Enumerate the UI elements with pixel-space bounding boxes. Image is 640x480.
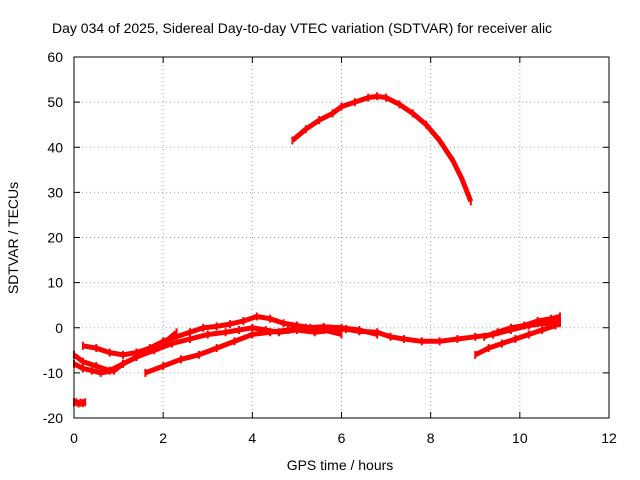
series-arc-low-5 bbox=[474, 319, 562, 359]
x-tick-label: 10 bbox=[512, 430, 528, 446]
series-arc-low-3 bbox=[81, 312, 343, 359]
y-tick-label: -10 bbox=[43, 365, 63, 381]
x-tick-label: 6 bbox=[338, 430, 346, 446]
series-line bbox=[82, 314, 343, 358]
y-tick-label: 50 bbox=[47, 94, 63, 110]
y-tick-label: 30 bbox=[47, 184, 63, 200]
plot-area bbox=[72, 92, 562, 408]
series-arc-low-4 bbox=[144, 322, 379, 377]
x-tick-label: 12 bbox=[601, 430, 617, 446]
chart-title: Day 034 of 2025, Sidereal Day-to-day VTE… bbox=[52, 20, 552, 36]
y-tick-label: 60 bbox=[47, 49, 63, 65]
grid bbox=[74, 57, 609, 418]
x-tick-labels: 0 2 4 6 8 10 12 bbox=[70, 430, 617, 446]
plot-frame bbox=[73, 56, 610, 419]
series-arc-high bbox=[290, 92, 474, 206]
series-line bbox=[290, 93, 474, 203]
y-tick-label: 0 bbox=[55, 320, 63, 336]
x-tick-label: 8 bbox=[427, 430, 435, 446]
x-tick-label: 2 bbox=[159, 430, 167, 446]
y-axis-label: SDTVAR / TECUs bbox=[5, 182, 21, 294]
x-axis-label: GPS time / hours bbox=[287, 457, 394, 473]
series-line bbox=[474, 320, 562, 358]
y-tick-label: 10 bbox=[47, 275, 63, 291]
x-tick-label: 0 bbox=[70, 430, 78, 446]
series-line bbox=[144, 324, 378, 376]
y-tick-label: -20 bbox=[43, 410, 63, 426]
y-tick-label: 20 bbox=[47, 230, 63, 246]
series-arc-low-6 bbox=[483, 312, 561, 341]
x-tick-label: 4 bbox=[248, 430, 256, 446]
y-tick-labels: -20 -10 0 10 20 30 40 50 60 bbox=[43, 49, 63, 426]
y-tick-label: 40 bbox=[47, 139, 63, 155]
